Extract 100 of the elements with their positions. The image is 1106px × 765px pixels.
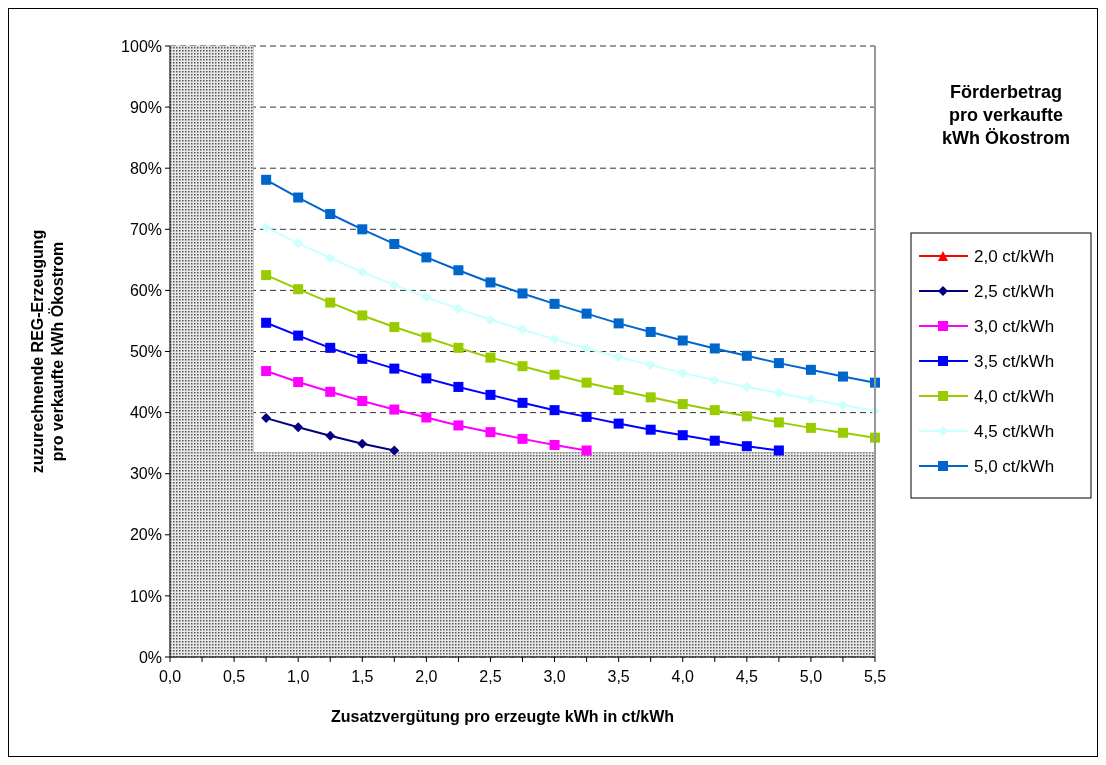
- point: [549, 439, 560, 450]
- point: [613, 318, 624, 329]
- y-tick-label: 100%: [121, 37, 162, 55]
- point: [709, 435, 720, 446]
- point: [261, 174, 272, 185]
- point: [293, 377, 304, 388]
- point: [261, 270, 272, 281]
- point: [805, 422, 816, 433]
- point: [261, 413, 272, 424]
- point: [677, 430, 688, 441]
- x-tick-label: 2,5: [479, 668, 502, 685]
- legend-label: 3,5 ct/kWh: [974, 351, 1055, 371]
- point: [805, 364, 816, 375]
- y-tick-label: 50%: [129, 343, 162, 361]
- point: [357, 438, 368, 449]
- y-tick-label: 90%: [129, 98, 162, 116]
- point: [837, 400, 848, 411]
- point: [581, 308, 592, 319]
- point: [389, 279, 400, 290]
- point: [485, 389, 496, 400]
- point: [389, 238, 400, 249]
- x-tick-label: 0,5: [222, 668, 246, 685]
- point: [773, 417, 784, 428]
- x-tick-label: 4,0: [671, 668, 694, 685]
- point: [773, 388, 784, 399]
- point: [389, 445, 400, 456]
- y-axis-title: zuzurechnende REG-Erzeugung pro verkaufte kWh Ökostrom: [29, 229, 66, 474]
- legend-label: 3,0 ct/kWh: [974, 316, 1055, 336]
- point: [613, 418, 624, 429]
- point: [517, 433, 528, 444]
- point: [325, 253, 336, 264]
- point: [293, 422, 304, 433]
- point: [293, 238, 304, 249]
- y-tick-label: 10%: [129, 587, 162, 605]
- point: [837, 427, 848, 438]
- point: [549, 369, 560, 380]
- point: [421, 373, 432, 384]
- point: [773, 358, 784, 369]
- x-tick-label: 3,0: [543, 668, 566, 685]
- point: [389, 404, 400, 415]
- y-tick-label: 80%: [129, 159, 162, 177]
- point: [741, 441, 752, 452]
- y-tick-label: 0%: [138, 648, 162, 666]
- point: [293, 192, 304, 203]
- x-tick-label: 4,5: [735, 668, 759, 685]
- y-tick-label: 40%: [129, 404, 162, 422]
- point: [357, 395, 368, 406]
- x-tick-label: 5,5: [863, 668, 887, 685]
- point: [741, 350, 752, 361]
- point: [741, 381, 752, 392]
- point: [517, 397, 528, 408]
- legend-title: Förderbetrag pro verkaufte kWh Ökostrom: [941, 82, 1071, 148]
- point: [645, 392, 656, 403]
- point: [581, 445, 592, 456]
- point: [837, 371, 848, 382]
- legend-label: 4,5 ct/kWh: [974, 421, 1055, 441]
- x-tick-label: 5,0: [799, 668, 823, 685]
- point: [645, 326, 656, 337]
- point: [261, 366, 272, 377]
- point: [645, 359, 656, 370]
- point: [357, 224, 368, 235]
- point: [453, 420, 464, 431]
- point: [517, 324, 528, 335]
- legend-label: 2,5 ct/kWh: [974, 281, 1055, 301]
- point: [613, 384, 624, 395]
- x-axis-title: Zusatzvergütung pro erzeugte kWh in ct/kWh: [330, 708, 675, 725]
- y-tick-label: 70%: [129, 220, 162, 238]
- point: [677, 367, 688, 378]
- point: [517, 361, 528, 372]
- point: [389, 322, 400, 333]
- point: [485, 277, 496, 288]
- point: [645, 424, 656, 435]
- point: [325, 386, 336, 397]
- point: [517, 288, 528, 299]
- point: [325, 297, 336, 308]
- point: [677, 335, 688, 346]
- y-tick-label: 60%: [129, 282, 162, 299]
- point: [357, 353, 368, 364]
- point: [581, 377, 592, 388]
- legend-label: 5,0 ct/kWh: [974, 456, 1055, 476]
- legend-label: 4,0 ct/kWh: [974, 386, 1055, 406]
- point: [389, 363, 400, 374]
- point: [677, 399, 688, 410]
- point: [709, 405, 720, 416]
- point: [421, 332, 432, 343]
- point: [293, 284, 304, 295]
- point: [549, 405, 560, 416]
- point: [581, 411, 592, 422]
- point: [453, 342, 464, 353]
- x-tick-label: 3,5: [607, 668, 630, 685]
- point: [325, 342, 336, 353]
- y-tick-label: 20%: [129, 526, 162, 544]
- point: [741, 411, 752, 422]
- point: [549, 298, 560, 309]
- x-tick-label: 1,5: [351, 668, 374, 685]
- point: [613, 352, 624, 362]
- point: [453, 381, 464, 392]
- legend-label: 2,0 ct/kWh: [974, 246, 1055, 266]
- point: [293, 330, 304, 341]
- point: [485, 352, 496, 363]
